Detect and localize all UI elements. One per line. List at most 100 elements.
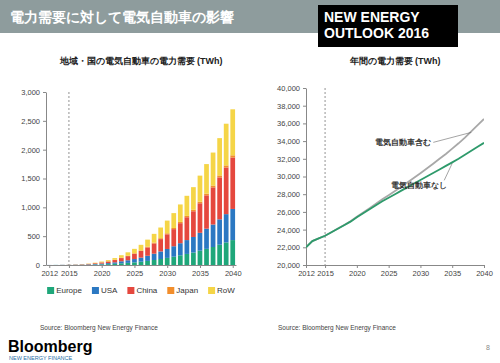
bar bbox=[93, 263, 98, 265]
tick: 2030 bbox=[413, 265, 430, 278]
bar bbox=[106, 261, 111, 262]
chart-title: 地域・国の電気自動車の電力需要 (TWh) bbox=[59, 56, 223, 66]
tick-mark bbox=[303, 212, 306, 213]
tick: 2020 bbox=[349, 265, 366, 278]
tick-mark bbox=[43, 121, 46, 122]
bar bbox=[230, 158, 235, 209]
tick-mark bbox=[303, 159, 306, 160]
tick: 1,000 bbox=[21, 203, 46, 212]
page-number: 8 bbox=[486, 344, 490, 351]
tick-label: 2015 bbox=[61, 269, 78, 278]
bar bbox=[80, 264, 85, 265]
badge-box bbox=[318, 5, 458, 47]
footer-logo-subtitle: NEW ENERGY FINANCE bbox=[9, 355, 72, 361]
legend-label: RoW bbox=[217, 286, 235, 295]
bar bbox=[73, 264, 78, 265]
tick-label: 3,000 bbox=[21, 88, 40, 97]
tick: 2040 bbox=[476, 265, 493, 278]
tick: 500 bbox=[27, 232, 46, 241]
tick-mark bbox=[303, 177, 306, 178]
bar bbox=[67, 264, 72, 265]
bar bbox=[158, 228, 163, 239]
bar bbox=[139, 251, 144, 258]
bar bbox=[119, 261, 124, 263]
bar bbox=[80, 264, 85, 265]
bar bbox=[171, 229, 176, 246]
bar bbox=[230, 240, 235, 265]
tick: 2012 bbox=[41, 265, 58, 278]
bar bbox=[106, 261, 111, 263]
bar bbox=[204, 249, 209, 265]
tick-label: 28,000 bbox=[277, 190, 300, 199]
header-title: 電力需要に対して電気自動車の影響 bbox=[10, 9, 234, 25]
footer-logo: Bloomberg bbox=[8, 338, 92, 355]
tick-mark bbox=[134, 265, 135, 268]
legend-item: USA bbox=[92, 286, 118, 295]
bar bbox=[60, 264, 65, 265]
bar bbox=[73, 264, 78, 265]
bar bbox=[106, 263, 111, 264]
bar bbox=[53, 264, 58, 265]
bar bbox=[93, 264, 98, 265]
tick: 30,000 bbox=[277, 172, 306, 181]
tick: 2035 bbox=[444, 265, 461, 278]
bar bbox=[99, 262, 104, 263]
legend-swatch bbox=[167, 287, 174, 294]
tick: 3,000 bbox=[21, 88, 46, 97]
tick-mark bbox=[484, 265, 485, 268]
bar bbox=[165, 234, 170, 249]
bar bbox=[191, 187, 196, 210]
legend-swatch bbox=[92, 287, 99, 294]
tick: 26,000 bbox=[277, 208, 306, 217]
tick-mark bbox=[49, 265, 50, 268]
bar bbox=[211, 153, 216, 186]
bar bbox=[112, 262, 117, 263]
legend-item: RoW bbox=[208, 286, 235, 295]
bar bbox=[145, 240, 150, 247]
tick: 2015 bbox=[61, 265, 78, 278]
tick-mark bbox=[167, 265, 168, 268]
bar bbox=[47, 264, 52, 265]
bar bbox=[152, 234, 157, 243]
tick: 2012 bbox=[298, 265, 315, 278]
bar bbox=[178, 223, 183, 243]
bar bbox=[86, 263, 91, 264]
bar bbox=[152, 260, 157, 265]
tick-mark bbox=[233, 265, 234, 268]
bar bbox=[230, 109, 235, 155]
bar bbox=[171, 257, 176, 265]
y-axis: 05001,0001,5002,0002,5003,000 bbox=[21, 88, 46, 270]
x-axis: 2012201520202025203020352040 bbox=[298, 265, 493, 278]
tick-label: 2,000 bbox=[21, 146, 40, 155]
bar bbox=[53, 264, 58, 265]
legend-item: China bbox=[127, 286, 157, 295]
tick-label: 2035 bbox=[444, 269, 461, 278]
plot-area bbox=[306, 88, 484, 265]
bar bbox=[67, 264, 72, 265]
tick-label: 2030 bbox=[159, 269, 176, 278]
tick-label: 2015 bbox=[317, 269, 334, 278]
bar bbox=[99, 264, 104, 265]
legend-swatch bbox=[127, 287, 134, 294]
legend-swatch bbox=[208, 287, 215, 294]
legend-label: Japan bbox=[176, 286, 198, 295]
bar bbox=[224, 167, 229, 214]
bar bbox=[139, 258, 144, 262]
source-note: Source: Bloomberg New Energy Finance bbox=[40, 324, 158, 332]
bar bbox=[198, 203, 203, 233]
bar bbox=[230, 209, 235, 240]
bar bbox=[126, 256, 131, 260]
label-leader bbox=[444, 163, 452, 180]
bar bbox=[112, 264, 117, 265]
tick-label: 2040 bbox=[476, 269, 493, 278]
bar bbox=[185, 196, 190, 216]
bar bbox=[99, 263, 104, 265]
y-axis: 20,00022,00024,00026,00028,00030,00032,0… bbox=[277, 84, 306, 270]
bar bbox=[224, 214, 229, 242]
bar bbox=[204, 194, 209, 196]
tick-label: 36,000 bbox=[277, 119, 300, 128]
bar bbox=[198, 202, 203, 204]
bar bbox=[126, 252, 131, 255]
bar bbox=[112, 258, 117, 260]
bar bbox=[217, 245, 222, 265]
